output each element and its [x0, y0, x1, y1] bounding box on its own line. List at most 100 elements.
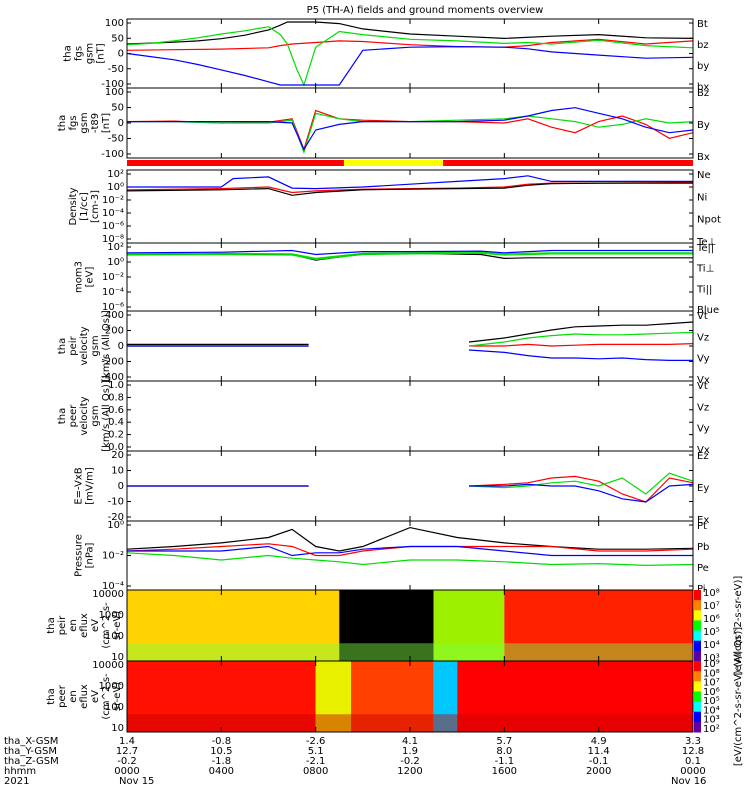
- series-7-Pe: [126, 552, 694, 567]
- panel-6-ylabel-line: E=-VxB: [74, 467, 85, 504]
- series-0-by: [126, 26, 694, 87]
- legend-7-entry: Pb: [697, 542, 709, 553]
- panel-2-ytick: 10⁻⁴: [102, 208, 124, 219]
- panel-8-ylabel-line: peir: [57, 615, 68, 635]
- ephemeris-value: 5.7: [496, 736, 512, 747]
- legend-5-entry: Vz: [697, 402, 709, 413]
- legend-4-entry: Vy: [697, 354, 710, 365]
- panel-7-ylabel-line: Pressure: [74, 534, 85, 577]
- spectrogram-9-band: [351, 661, 434, 732]
- ephemeris-value: -1.8: [212, 756, 232, 767]
- legend-0-entry: bz: [697, 40, 709, 51]
- colorbar-9-tick: 10⁴: [703, 705, 720, 716]
- legend-4-entry: Vt: [697, 311, 708, 322]
- ephemeris-value: 1200: [397, 766, 422, 777]
- panel-9-ylabel-line: sr-eV): [112, 682, 123, 711]
- legend-3-entry: Ti⊥: [696, 264, 714, 275]
- legend-1-entry: Bx: [697, 152, 710, 163]
- legend-5-entry: Vy: [697, 424, 710, 435]
- legend-7-entry: Pt: [697, 521, 707, 532]
- series-7-Pt: [126, 526, 694, 552]
- series-7-Pb: [126, 543, 694, 557]
- ephemeris-value: -0.8: [212, 736, 232, 747]
- panel-8-ytick: 1000: [99, 610, 124, 621]
- panel-1-ylabel-line: gsm: [79, 112, 90, 133]
- panels-group: thafgsgsm[nT]100500-50-100Btbzbybxthafgs…: [46, 18, 744, 766]
- panel-9-ylabel-line: en: [68, 690, 79, 703]
- panel-9-ytick: 10000: [92, 660, 124, 671]
- panel-1-ytick: -100: [101, 149, 124, 160]
- ephemeris-value: 5.1: [308, 746, 324, 757]
- ephemeris-value: -1.1: [495, 756, 515, 767]
- panel-1-ylabel-line: fgs: [68, 115, 79, 130]
- ephemeris-end-day: Nov 16: [671, 776, 706, 787]
- series-4-Vt: [127, 321, 694, 345]
- ephemeris-value: 8.0: [496, 746, 512, 757]
- panel-0-ylabel-line: tha: [63, 45, 74, 61]
- panel-4-ytick: -200: [101, 357, 124, 368]
- ephemeris-value: -2.1: [306, 756, 326, 767]
- colorbar-9-segment: [694, 711, 701, 723]
- ephemeris-value: 10.5: [210, 746, 232, 757]
- series-4-Vx: [127, 345, 693, 361]
- ephemeris-value: 1.9: [402, 746, 418, 757]
- panel-8-ylabel-line: eflux: [79, 613, 90, 638]
- panel-2-ytick: 10⁻⁸: [102, 234, 124, 245]
- panel-0-ytick: 0: [118, 49, 124, 60]
- panel-1-ylabel-line: [nT]: [101, 113, 112, 133]
- ephemeris-value: 1600: [492, 766, 517, 777]
- panel-2-ylabel: Density[1/cc][cm-3]: [68, 187, 101, 225]
- colorbar-9-segment: [694, 721, 701, 733]
- colorbar-9-tick: 10⁵: [703, 696, 720, 707]
- panel-7-ytick: 10⁻⁴: [102, 581, 124, 592]
- ephemeris-value: 0000: [680, 766, 705, 777]
- panel-2-ytick: 10⁻⁶: [102, 221, 124, 232]
- series-2-Ni: [126, 182, 693, 196]
- legend-7-entry: Pe: [697, 563, 709, 574]
- panel-7-ylabel: Pressure[nPa]: [74, 534, 96, 577]
- colorbar-8-segment: [694, 590, 701, 601]
- panel-6-ytick: 0: [118, 481, 124, 492]
- region-bar-segment-1: [343, 160, 444, 166]
- panel-2-ylabel-line: [cm-3]: [90, 190, 101, 223]
- panel-3-ytick: 10⁻⁶: [102, 302, 124, 313]
- panel-3-ylabel-line: [eV]: [85, 267, 96, 288]
- ephemeris-row-label: hhmm: [4, 766, 36, 777]
- panel-0-ylabel-line: [nT]: [96, 43, 107, 63]
- ephemeris-value: 3.3: [685, 736, 701, 747]
- legend-1-entry: Bz: [697, 88, 709, 99]
- colorbar-8-tick: 10⁵: [703, 627, 720, 638]
- panel-2-ytick: 10²: [107, 169, 124, 180]
- panel-0-ylabel-line: gsm: [85, 43, 96, 64]
- colorbar-8-segment: [694, 650, 701, 662]
- colorbar-8-segment: [694, 630, 701, 642]
- ephemeris-value: -0.2: [117, 756, 137, 767]
- panel-8-ylabel-line: sr-eV): [112, 611, 123, 640]
- panel-4-ylabel-line: velocity: [79, 326, 90, 365]
- panel-5-ytick: 0.6: [108, 405, 124, 416]
- legend-2-entry: Npot: [697, 215, 721, 226]
- series-1-Bz: [126, 109, 694, 152]
- panel-9-ylabel: thapeerenefluxeV(cm^2-s-sr-eV): [46, 673, 123, 720]
- panel-3-ylabel: mom3[eV]: [74, 261, 96, 293]
- panel-5-ytick: 0.4: [108, 417, 124, 428]
- panel-9-ytick: 1000: [99, 681, 124, 692]
- panel-3-ylabel-line: mom3: [74, 261, 85, 293]
- region-bar-segment-0: [127, 160, 344, 166]
- legend-3-entry: Blue: [697, 305, 719, 316]
- panel-0-ytick: -100: [101, 79, 124, 90]
- panel-9-ylabel-line: eflux: [79, 684, 90, 709]
- colorbar-9-tick: 10⁹: [703, 659, 720, 670]
- panel-1-ytick: 100: [105, 87, 124, 98]
- colorbar-9-segment: [694, 661, 701, 672]
- figure-title: P5 (TH-A) fields and ground moments over…: [307, 5, 544, 16]
- colorbar-9-label: [eV/(cm^2-s-sr-eV) (All Qs)]: [733, 627, 744, 766]
- legend-0-entry: bx: [697, 82, 709, 93]
- legend-6-entry: Ex: [697, 515, 709, 526]
- legend-4-entry: Vz: [697, 332, 709, 343]
- panel-4-ylabel-line: gsm: [90, 335, 101, 356]
- colorbar-8-tick: 10⁷: [703, 601, 720, 612]
- panel-8-ylabel-line: tha: [46, 617, 57, 633]
- colorbar-9-tick: 10⁶: [703, 687, 720, 698]
- series-3-Ti||: [126, 252, 693, 261]
